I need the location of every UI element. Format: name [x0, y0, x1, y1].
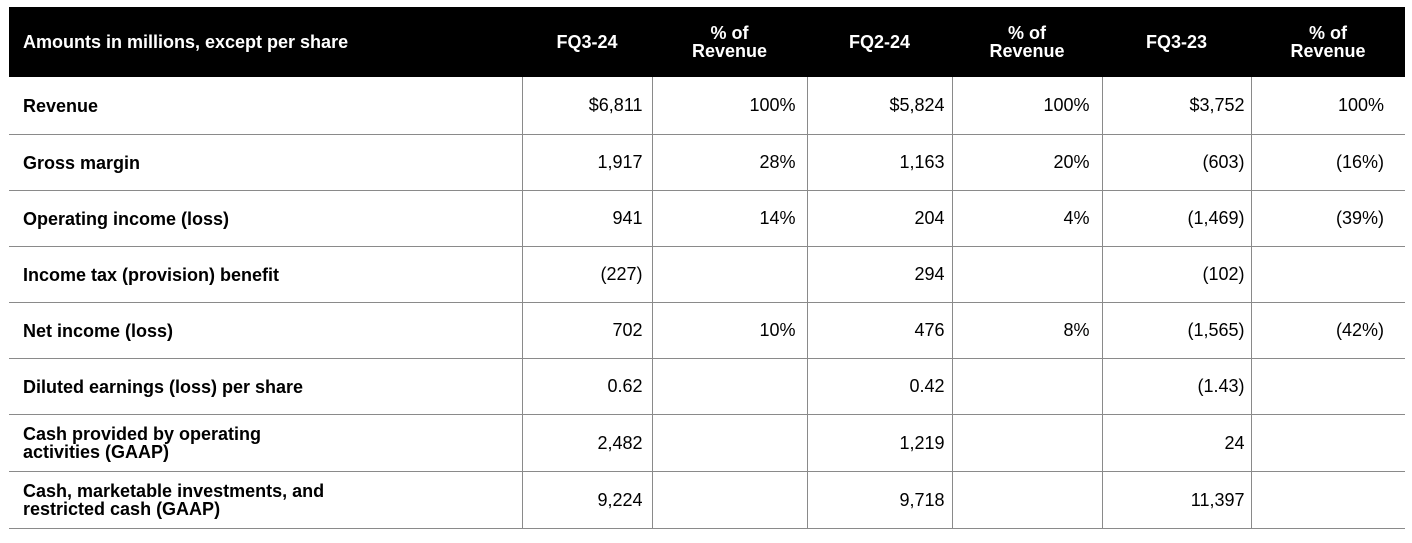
cell-fq3-23-pct [1250, 471, 1405, 529]
cell-fq3-23: (1,469) [1101, 190, 1251, 247]
cell-fq3-23: (1.43) [1101, 358, 1251, 415]
cell-fq2-24: 204 [806, 190, 952, 247]
header-fq2-24: FQ2-24 [807, 7, 952, 77]
header-fq3-24: FQ3-24 [522, 7, 652, 77]
cell-fq3-23-pct: 100% [1250, 77, 1405, 135]
header-pct-revenue-3-text: % of Revenue [1290, 23, 1366, 61]
cell-fq3-24-pct: 10% [651, 302, 807, 359]
header-pct-revenue-1: % of Revenue [652, 7, 807, 77]
row-label: Income tax (provision) benefit [9, 246, 522, 303]
cell-fq3-24-pct [651, 246, 807, 303]
table-header: Amounts in millions, except per share FQ… [9, 7, 1405, 77]
table-row-gross-margin: Gross margin 1,917 28% 1,163 20% (603) (… [9, 134, 1405, 191]
row-label: Cash, marketable investments, and restri… [9, 471, 522, 529]
row-label: Diluted earnings (loss) per share [9, 358, 522, 415]
table-row-income-tax: Income tax (provision) benefit (227) 294… [9, 246, 1405, 303]
row-label: Net income (loss) [9, 302, 522, 359]
cell-fq2-24-pct: 4% [951, 190, 1102, 247]
header-fq2-24-text: FQ2-24 [848, 32, 911, 52]
table-body: Revenue $6,811 100% $5,824 100% $3,752 1… [9, 77, 1405, 529]
cell-fq3-23-pct: (16%) [1250, 134, 1405, 191]
header-label: Amounts in millions, except per share [9, 7, 522, 77]
cell-fq3-23: 11,397 [1101, 471, 1251, 529]
cell-fq3-24-pct [651, 471, 807, 529]
cell-fq2-24: $5,824 [806, 77, 952, 135]
cell-fq3-23: (1,565) [1101, 302, 1251, 359]
header-pct-revenue-2: % of Revenue [952, 7, 1102, 77]
row-label: Revenue [9, 77, 522, 135]
cell-fq3-24: (227) [521, 246, 652, 303]
header-row: Amounts in millions, except per share FQ… [9, 7, 1405, 77]
cell-fq2-24-pct [951, 414, 1102, 472]
cell-fq2-24: 9,718 [806, 471, 952, 529]
cell-fq2-24-pct: 8% [951, 302, 1102, 359]
header-fq3-24-text: FQ3-24 [556, 32, 618, 52]
cell-fq3-23-pct [1250, 246, 1405, 303]
table-row-cash-and-investments: Cash, marketable investments, and restri… [9, 471, 1405, 529]
cell-fq2-24: 294 [806, 246, 952, 303]
row-label: Gross margin [9, 134, 522, 191]
cell-fq3-24: 1,917 [521, 134, 652, 191]
cell-fq2-24-pct [951, 246, 1102, 303]
cell-fq3-23-pct: (42%) [1250, 302, 1405, 359]
cell-fq3-24-pct [651, 414, 807, 472]
cell-fq3-24: 2,482 [521, 414, 652, 472]
cell-fq3-24: 0.62 [521, 358, 652, 415]
table-row-diluted-eps: Diluted earnings (loss) per share 0.62 0… [9, 358, 1405, 415]
cell-fq3-24-pct: 14% [651, 190, 807, 247]
header-pct-revenue-3: % of Revenue [1251, 7, 1405, 77]
table-row-cash-from-operations: Cash provided by operating activities (G… [9, 414, 1405, 472]
cell-fq3-23: (603) [1101, 134, 1251, 191]
table-row-net-income: Net income (loss) 702 10% 476 8% (1,565)… [9, 302, 1405, 359]
cell-fq3-24: 9,224 [521, 471, 652, 529]
cell-fq2-24: 0.42 [806, 358, 952, 415]
cell-fq2-24: 476 [806, 302, 952, 359]
cell-fq3-24-pct: 28% [651, 134, 807, 191]
row-label: Cash provided by operating activities (G… [9, 414, 522, 472]
header-pct-revenue-2-text: % of Revenue [989, 23, 1065, 61]
financial-summary-table-container: Amounts in millions, except per share FQ… [9, 7, 1405, 529]
cell-fq3-23: 24 [1101, 414, 1251, 472]
cell-fq3-23-pct: (39%) [1250, 190, 1405, 247]
header-fq3-23-text: FQ3-23 [1145, 32, 1208, 52]
cell-fq3-24: 702 [521, 302, 652, 359]
cell-fq2-24-pct [951, 471, 1102, 529]
cell-fq3-24-pct [651, 358, 807, 415]
cell-fq3-24: $6,811 [521, 77, 652, 135]
cell-fq2-24-pct: 20% [951, 134, 1102, 191]
cell-fq3-23: (102) [1101, 246, 1251, 303]
cell-fq2-24-pct [951, 358, 1102, 415]
cell-fq2-24-pct: 100% [951, 77, 1102, 135]
row-label: Operating income (loss) [9, 190, 522, 247]
header-fq3-23: FQ3-23 [1102, 7, 1251, 77]
cell-fq3-24: 941 [521, 190, 652, 247]
cell-fq3-23-pct [1250, 358, 1405, 415]
financial-summary-table: Amounts in millions, except per share FQ… [9, 7, 1405, 529]
header-pct-revenue-1-text: % of Revenue [691, 23, 768, 61]
table-row-operating-income: Operating income (loss) 941 14% 204 4% (… [9, 190, 1405, 247]
cell-fq2-24: 1,163 [806, 134, 952, 191]
cell-fq3-24-pct: 100% [651, 77, 807, 135]
table-row-revenue: Revenue $6,811 100% $5,824 100% $3,752 1… [9, 77, 1405, 135]
cell-fq3-23: $3,752 [1101, 77, 1251, 135]
cell-fq3-23-pct [1250, 414, 1405, 472]
cell-fq2-24: 1,219 [806, 414, 952, 472]
